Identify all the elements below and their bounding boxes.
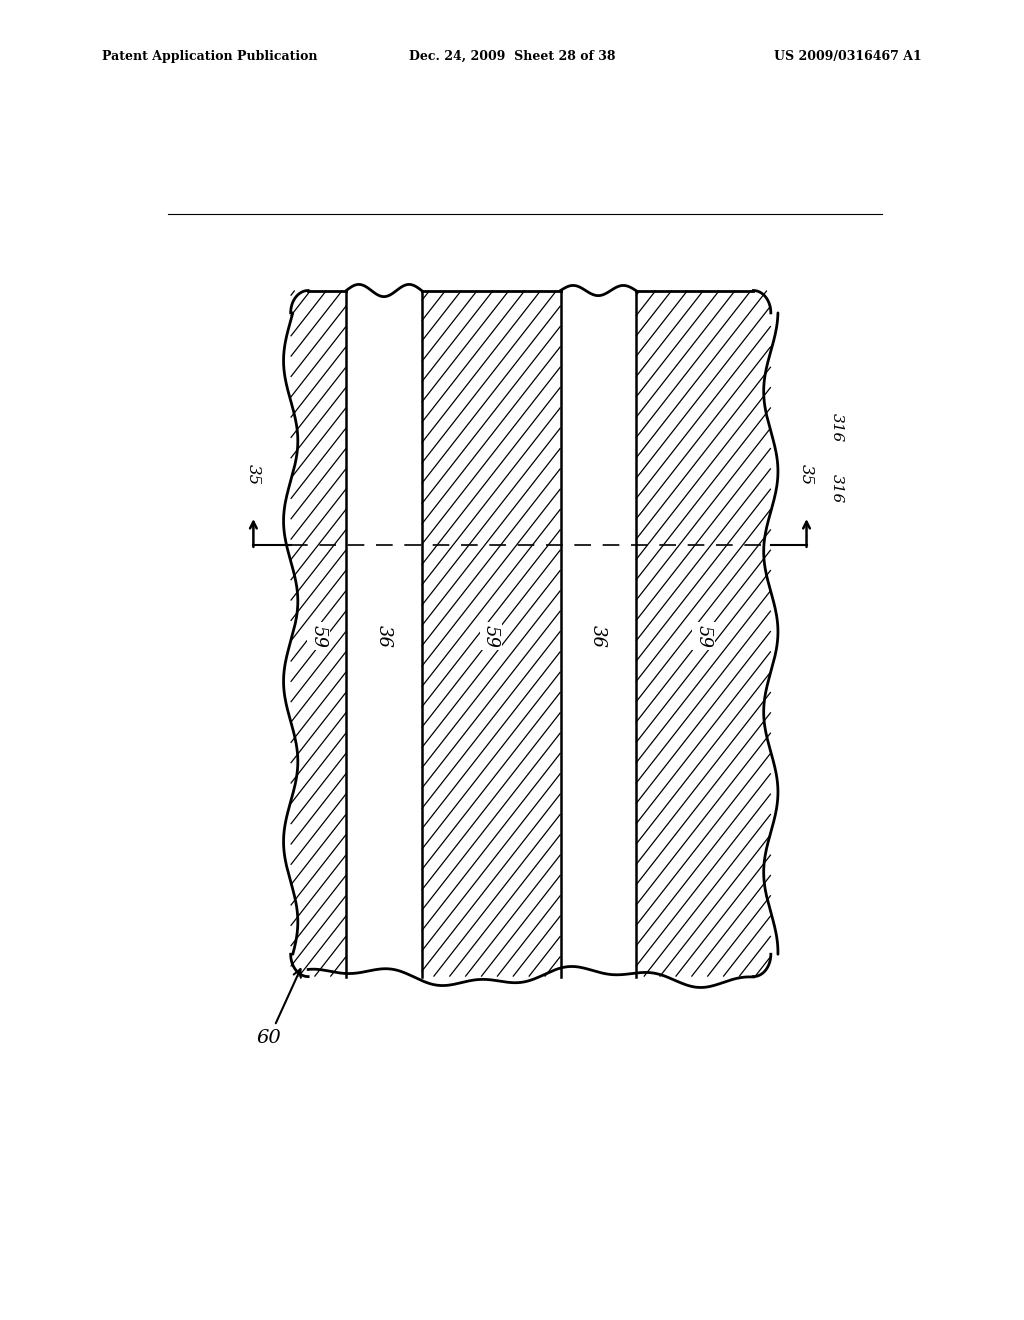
Text: 35: 35 [798, 465, 815, 486]
Text: 59: 59 [309, 624, 328, 648]
Text: Patent Application Publication: Patent Application Publication [102, 50, 317, 63]
Text: 59: 59 [482, 624, 500, 648]
Text: 36: 36 [589, 624, 607, 648]
Text: US 2009/0316467 A1: US 2009/0316467 A1 [774, 50, 922, 63]
Text: 35: 35 [245, 465, 262, 486]
Text: 316: 316 [829, 474, 844, 503]
Text: 59: 59 [694, 624, 713, 648]
Text: 316: 316 [829, 413, 844, 442]
Text: 60: 60 [257, 969, 301, 1047]
Text: Dec. 24, 2009  Sheet 28 of 38: Dec. 24, 2009 Sheet 28 of 38 [409, 50, 615, 63]
Text: 36: 36 [375, 624, 393, 648]
